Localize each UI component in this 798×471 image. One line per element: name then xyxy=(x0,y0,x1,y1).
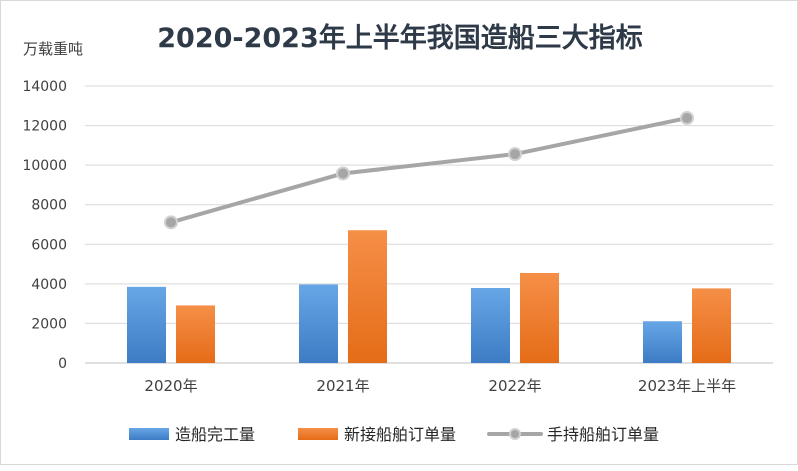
bar-completed xyxy=(299,284,338,363)
y-tick-label: 12000 xyxy=(22,119,67,135)
line-holding-orders xyxy=(169,116,689,225)
y-tick-labels: 0 2000 4000 6000 8000 10000 12000 14000 xyxy=(22,79,67,372)
bar-completed xyxy=(471,288,510,363)
legend-label: 造船完工量 xyxy=(175,425,255,444)
y-tick-label: 14000 xyxy=(22,79,67,95)
line-point xyxy=(680,111,694,126)
y-tick-label: 10000 xyxy=(22,158,67,174)
x-tick-label: 2021年 xyxy=(316,377,369,395)
bar-new-orders xyxy=(348,230,387,363)
bar-completed xyxy=(127,286,166,363)
y-tick-label: 8000 xyxy=(31,198,67,214)
x-tick-label: 2020年 xyxy=(144,377,197,395)
legend-label: 新接船舶订单量 xyxy=(344,425,456,444)
line-series xyxy=(164,111,694,230)
y-tick-label: 6000 xyxy=(31,237,67,253)
bar-new-orders xyxy=(520,272,559,363)
y-axis-label: 万载重吨 xyxy=(23,40,83,58)
legend-swatch xyxy=(129,428,169,440)
chart-title: 2020-2023年上半年我国造船三大指标 xyxy=(157,22,643,54)
bar-completed xyxy=(643,321,682,363)
line-point xyxy=(164,215,178,230)
legend-label: 手持船舶订单量 xyxy=(547,425,659,444)
y-tick-label: 0 xyxy=(58,356,67,372)
bars xyxy=(127,230,731,363)
legend-swatch xyxy=(298,428,338,440)
x-tick-labels: 2020年 2021年 2022年 2023年上半年 xyxy=(144,377,736,395)
line-point xyxy=(336,166,350,181)
x-tick-label: 2022年 xyxy=(488,377,541,395)
bar-new-orders xyxy=(176,305,215,363)
line-point xyxy=(508,147,522,162)
x-tick-label: 2023年上半年 xyxy=(638,377,736,395)
legend: 造船完工量 新接船舶订单量 手持船舶订单量 xyxy=(129,425,659,444)
y-tick-label: 4000 xyxy=(31,277,67,293)
y-tick-label: 2000 xyxy=(31,316,67,332)
bar-new-orders xyxy=(692,288,731,363)
legend-swatch-marker xyxy=(509,428,521,440)
